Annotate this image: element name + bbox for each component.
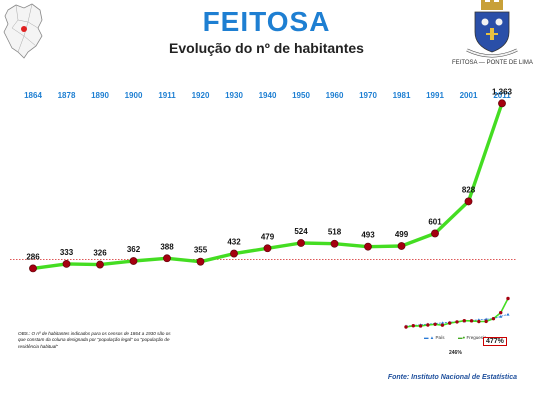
data-point xyxy=(163,254,171,263)
inset-freguesia-point xyxy=(411,324,415,328)
year-label: 1911 xyxy=(158,91,176,100)
inset-freguesia-point xyxy=(455,320,459,324)
data-label: 326 xyxy=(93,249,107,258)
data-point xyxy=(397,242,406,250)
x-axis-labels: 1864 1878 1890 1900 1911 1920 1930 1940 1950 1960… xyxy=(24,91,511,100)
inset-freguesia-point xyxy=(418,324,423,328)
series-markers xyxy=(29,99,506,273)
year-label: 1930 xyxy=(225,91,243,100)
data-point xyxy=(364,242,372,251)
inset-freguesia-point xyxy=(477,319,481,324)
inset-freguesia-point xyxy=(506,296,510,301)
data-label: 333 xyxy=(60,248,74,257)
inset-freguesia-point xyxy=(462,319,466,323)
inset-pais-point xyxy=(506,312,510,316)
data-label: 524 xyxy=(294,227,308,236)
data-label: 432 xyxy=(227,238,241,247)
inset-freguesia-point xyxy=(404,325,408,329)
inset-chart xyxy=(404,296,510,329)
data-label: 286 xyxy=(26,252,40,261)
observation-note: OBS.: O nº de habitantes indicados para … xyxy=(18,331,171,349)
data-point xyxy=(230,249,238,258)
value-labels: 286 333 326 362 388 355 432 479 524 518 493 499 601 8… xyxy=(26,87,512,261)
inset-freguesia-point xyxy=(440,323,445,327)
inset-legend-pais: ▬ ▲ País xyxy=(424,335,445,340)
inset-freguesia-point xyxy=(484,319,488,324)
inset-legend-pais-label: País xyxy=(435,335,445,340)
data-point xyxy=(129,257,138,265)
year-label: 1940 xyxy=(259,91,277,100)
inset-percent-pais: 246% xyxy=(449,350,462,356)
inset-percent-freguesia: 477% xyxy=(483,337,507,346)
data-label: 1.363 xyxy=(492,87,513,96)
data-label: 493 xyxy=(361,231,375,240)
data-point xyxy=(330,239,339,248)
inset-pais-point xyxy=(484,317,488,321)
year-label: 1864 xyxy=(24,91,42,100)
year-label: 1878 xyxy=(58,91,76,100)
inset-freguesia-point xyxy=(469,319,474,323)
data-label: 601 xyxy=(428,217,442,226)
chart-subtitle: Evolução do nº de habitantes xyxy=(169,40,364,56)
year-label: 1950 xyxy=(292,91,310,100)
data-point xyxy=(263,244,272,253)
inset-legend-freguesia-label: Freguesia xyxy=(466,335,487,340)
inset-pais-point xyxy=(440,321,445,325)
data-label: 362 xyxy=(127,245,141,254)
inset-freguesia-point xyxy=(448,321,452,325)
year-label: 2001 xyxy=(460,91,478,100)
data-point xyxy=(196,257,205,266)
year-label: 1970 xyxy=(359,91,377,100)
data-point xyxy=(431,229,439,238)
year-label: 1900 xyxy=(125,91,143,100)
data-point xyxy=(96,260,104,269)
data-point xyxy=(29,264,37,273)
inset-freguesia-point xyxy=(499,310,503,315)
inset-freguesia-point xyxy=(433,322,437,327)
data-point xyxy=(62,259,71,268)
data-label: 479 xyxy=(261,232,275,241)
data-point xyxy=(464,197,473,206)
inset-freguesia-point xyxy=(426,323,430,327)
series-line xyxy=(32,102,504,271)
page-title: FEITOSA xyxy=(202,6,331,37)
data-point xyxy=(297,239,305,247)
data-label: 355 xyxy=(194,246,208,255)
source-note: Fonte: Instituto Nacional de Estatística xyxy=(387,374,517,381)
year-label: 1981 xyxy=(393,91,411,100)
data-label: 518 xyxy=(328,228,342,237)
data-label: 828 xyxy=(462,185,476,194)
location-map-icon xyxy=(2,2,46,65)
data-label: 388 xyxy=(160,242,174,251)
data-label: 499 xyxy=(395,230,409,239)
year-label: 1960 xyxy=(326,91,344,100)
coat-of-arms-caption: FEITOSA — PONTE DE LIMA xyxy=(452,60,533,66)
inset-legend-freguesia: ▬● Freguesia xyxy=(458,335,487,340)
year-label: 1991 xyxy=(426,91,444,100)
inset-freguesia-point xyxy=(491,316,496,321)
year-label: 2011 xyxy=(493,91,511,100)
year-label: 1920 xyxy=(192,91,210,100)
coat-of-arms-icon xyxy=(461,0,523,67)
inset-pais-point xyxy=(499,314,503,318)
year-label: 1890 xyxy=(91,91,109,100)
data-point xyxy=(498,99,506,108)
